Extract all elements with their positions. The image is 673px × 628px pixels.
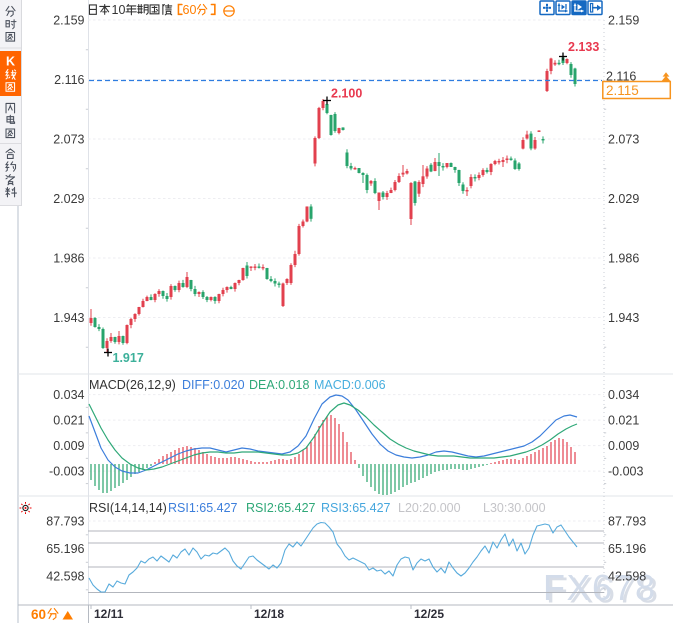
svg-text:2.073: 2.073: [53, 133, 84, 147]
svg-text:FX678: FX678: [546, 570, 660, 611]
svg-text:2.133: 2.133: [568, 40, 599, 54]
svg-text:10: 10: [112, 3, 126, 17]
svg-text:42.598: 42.598: [608, 570, 646, 584]
svg-text:60: 60: [31, 607, 46, 622]
svg-text:K: K: [6, 55, 15, 69]
svg-text:0.034: 0.034: [608, 388, 639, 402]
svg-text:1.986: 1.986: [53, 252, 84, 266]
svg-text:L30:30.000: L30:30.000: [483, 501, 546, 515]
svg-text:RSI1:65.427: RSI1:65.427: [168, 501, 238, 515]
svg-text:L20:20.000: L20:20.000: [398, 501, 461, 515]
svg-text:12/11: 12/11: [94, 607, 124, 621]
svg-text:2.100: 2.100: [331, 87, 362, 101]
svg-text:87.793: 87.793: [608, 515, 646, 529]
svg-text:2.116: 2.116: [606, 70, 636, 84]
svg-text:MACD:0.006: MACD:0.006: [314, 378, 386, 392]
svg-text:DEA:0.018: DEA:0.018: [249, 378, 310, 392]
svg-text:65.196: 65.196: [608, 542, 646, 556]
svg-text:2.029: 2.029: [53, 192, 84, 206]
svg-text:12/25: 12/25: [414, 607, 444, 621]
svg-text:-0.003: -0.003: [49, 465, 84, 479]
svg-text:2.116: 2.116: [54, 73, 84, 87]
svg-text:2.029: 2.029: [608, 192, 639, 206]
svg-text:65.196: 65.196: [46, 542, 84, 556]
svg-text:DIFF:0.020: DIFF:0.020: [182, 378, 245, 392]
svg-text:2.073: 2.073: [608, 133, 639, 147]
svg-text:2.115: 2.115: [606, 83, 639, 98]
svg-text:RSI(14,14,14): RSI(14,14,14): [89, 501, 167, 515]
svg-text:1.917: 1.917: [113, 351, 144, 365]
svg-text:0.009: 0.009: [608, 439, 639, 453]
svg-text:MACD(26,12,9): MACD(26,12,9): [89, 378, 176, 392]
svg-text:RSI2:65.427: RSI2:65.427: [246, 501, 316, 515]
svg-text:0.009: 0.009: [53, 439, 84, 453]
svg-text:60: 60: [183, 3, 197, 17]
svg-text:1.943: 1.943: [608, 311, 639, 325]
svg-text:1.943: 1.943: [53, 311, 84, 325]
svg-text:42.598: 42.598: [46, 570, 84, 584]
svg-text:RSI3:65.427: RSI3:65.427: [321, 501, 391, 515]
svg-text:0.021: 0.021: [53, 414, 84, 428]
svg-text:FX678: FX678: [543, 567, 657, 608]
svg-text:2.159: 2.159: [608, 14, 639, 28]
svg-text:12/18: 12/18: [254, 607, 284, 621]
svg-text:-0.003: -0.003: [608, 465, 643, 479]
svg-text:1.986: 1.986: [608, 252, 639, 266]
svg-text:2.159: 2.159: [53, 14, 84, 28]
svg-text:0.021: 0.021: [608, 414, 639, 428]
svg-text:0.034: 0.034: [53, 388, 84, 402]
svg-text:87.793: 87.793: [46, 515, 84, 529]
